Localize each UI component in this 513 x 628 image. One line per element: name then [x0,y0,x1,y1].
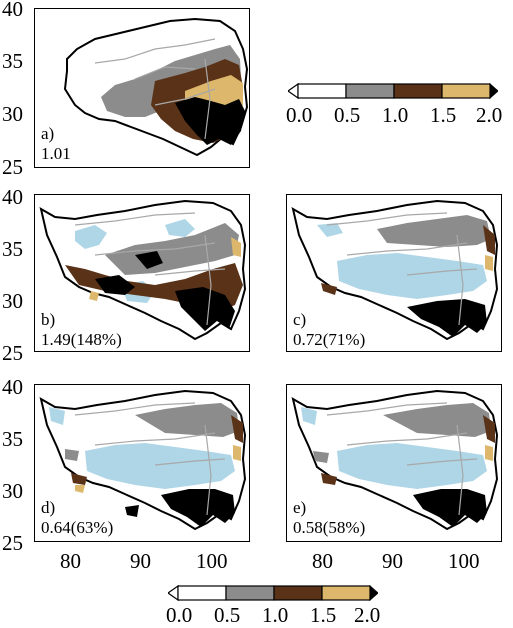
cb-top-label-3: 1.5 [430,103,457,127]
map-c-svg [291,199,499,341]
ytick-r2-30: 30 [2,289,23,313]
ytick-r2-40: 40 [2,185,23,209]
ytick-r3-35: 35 [2,427,23,451]
map-panel-a: a) 1.01 [34,8,250,168]
ytick-r1-30: 30 [2,102,23,126]
panel-e-letter: e) [293,498,307,517]
ytick-r1-25: 25 [2,155,23,179]
cb-bottom-label-4: 2.0 [354,603,381,627]
region-black [413,489,487,527]
cb-top-label-2: 1.0 [382,103,409,127]
region-tan [485,255,493,271]
cb-top-label-4: 2.0 [476,103,503,127]
panel-b-letter: b) [41,310,56,329]
panel-c-value: 0.72(71%) [293,330,366,349]
ytick-r1-40: 40 [2,0,23,21]
map-e-svg [291,389,499,531]
inner-boundaries [74,402,226,516]
map-panel-e: e) 0.58(58%) [286,384,502,542]
panel-d-value: 0.64(63%) [41,518,114,537]
cb-bottom-label-1: 0.5 [214,603,241,627]
cb-bottom-label-2: 1.0 [262,603,289,627]
cb-top-label-1: 0.5 [334,103,361,127]
region-gray [377,215,491,247]
region-black [407,299,487,337]
inner-boundaries [94,38,216,140]
xtick-left-80: 80 [60,549,81,573]
xtick-left-90: 90 [130,549,151,573]
ytick-r3-25: 25 [2,531,23,555]
region-gray [313,403,491,463]
cb-top-label-0: 0.0 [286,103,313,127]
inner-boundaries [326,402,478,516]
xtick-left-100: 100 [196,549,228,573]
panel-e-value: 0.58(58%) [293,518,366,537]
inner-boundaries [74,212,226,326]
colorbar-bottom: 0.0 0.5 1.0 1.5 2.0 [166,584,381,628]
region-tan [485,445,493,461]
xtick-right-90: 90 [382,549,403,573]
ytick-r3-40: 40 [2,375,23,399]
region-gray [65,403,239,461]
region-black [175,97,245,145]
panel-a-value: 1.01 [41,144,71,163]
panel-c-letter: c) [293,310,307,329]
region-lightblue [49,407,235,489]
ytick-r1-35: 35 [2,49,23,73]
xtick-right-100: 100 [448,549,480,573]
ytick-r2-35: 35 [2,237,23,261]
map-panel-d: d) 0.64(63%) [34,384,250,542]
ytick-r3-30: 30 [2,479,23,503]
region-black [125,489,235,527]
ytick-r2-25: 25 [2,341,23,365]
map-panel-b: b) 1.49(148%) [34,194,250,352]
map-d-svg [39,389,247,531]
region-lightblue [317,223,487,299]
colorbar-bottom-svg [166,584,379,602]
panel-b-value: 1.49(148%) [41,330,122,349]
panel-a-letter: a) [41,124,55,143]
colorbar-top-svg [286,82,499,100]
inner-boundaries [326,212,478,326]
region-black [95,251,235,331]
cb-bottom-label-3: 1.5 [310,603,337,627]
map-a-svg [63,17,249,157]
cb-bottom-label-0: 0.0 [166,603,193,627]
xtick-right-80: 80 [312,549,333,573]
panel-d-letter: d) [41,498,56,517]
map-b-svg [39,199,247,341]
colorbar-top: 0.0 0.5 1.0 1.5 2.0 [286,82,502,128]
map-panel-c: c) 0.72(71%) [286,194,502,352]
